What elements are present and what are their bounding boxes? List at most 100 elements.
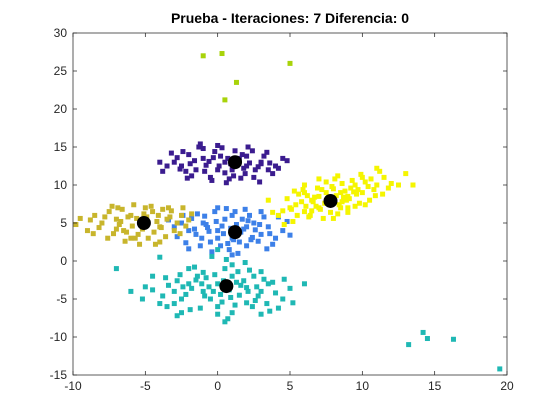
data-point <box>200 53 206 59</box>
data-point <box>244 300 250 306</box>
data-point <box>177 166 183 172</box>
data-point <box>160 293 166 299</box>
data-point <box>174 278 180 284</box>
data-point <box>255 293 261 299</box>
data-point <box>203 162 209 168</box>
data-point <box>290 300 296 306</box>
data-point <box>314 185 320 191</box>
data-point <box>420 329 426 335</box>
data-point <box>251 273 257 279</box>
data-point <box>339 180 345 186</box>
data-point <box>309 208 315 214</box>
data-point <box>218 243 224 249</box>
data-point <box>200 269 206 275</box>
data-point <box>255 164 261 170</box>
data-point <box>242 260 248 266</box>
data-point <box>180 284 186 290</box>
data-point <box>252 227 258 233</box>
data-point <box>229 167 235 173</box>
data-point <box>132 235 138 241</box>
data-point <box>216 163 222 169</box>
data-point <box>300 187 306 193</box>
data-point <box>207 296 213 302</box>
data-point <box>273 163 279 169</box>
data-point <box>336 202 342 208</box>
series-7 <box>406 329 503 372</box>
data-point <box>264 149 270 155</box>
data-point <box>219 51 225 57</box>
data-point <box>183 223 189 229</box>
data-point <box>371 187 377 193</box>
data-point <box>257 222 263 228</box>
data-point <box>186 217 192 223</box>
data-point <box>284 158 290 164</box>
data-point <box>388 180 394 186</box>
data-point <box>264 246 270 252</box>
data-point <box>246 267 252 273</box>
data-point <box>150 273 156 279</box>
data-point <box>189 211 195 217</box>
data-point <box>245 288 251 294</box>
data-point <box>345 205 351 211</box>
x-tick-label: 20 <box>500 379 514 393</box>
data-point <box>367 197 373 203</box>
data-point <box>241 226 247 232</box>
data-point <box>265 281 271 287</box>
data-point <box>265 167 271 173</box>
data-point <box>177 231 183 237</box>
data-point <box>215 311 221 317</box>
data-point <box>168 150 174 156</box>
data-point <box>121 228 127 234</box>
data-point <box>77 215 83 221</box>
data-point <box>210 288 216 294</box>
data-point <box>184 175 190 181</box>
data-point <box>128 212 134 218</box>
data-point <box>284 218 290 224</box>
data-point <box>258 311 264 317</box>
data-point <box>267 308 273 314</box>
data-point <box>270 241 276 247</box>
data-point <box>236 239 242 245</box>
data-point <box>291 188 297 194</box>
data-point <box>206 158 212 164</box>
data-point <box>180 205 186 211</box>
data-point <box>179 163 184 169</box>
data-point <box>215 235 221 241</box>
data-point <box>84 228 90 234</box>
data-point <box>410 182 416 188</box>
data-point <box>115 205 121 211</box>
data-point <box>270 209 276 215</box>
data-point <box>200 220 206 226</box>
data-point <box>239 216 245 222</box>
data-point <box>163 275 169 281</box>
data-point <box>365 184 371 190</box>
data-point <box>106 209 112 215</box>
data-point <box>281 276 287 282</box>
data-point <box>200 155 206 161</box>
data-point <box>233 79 239 85</box>
data-point <box>236 292 242 298</box>
data-point <box>265 197 271 203</box>
data-point <box>226 176 232 182</box>
y-tick-label: -5 <box>56 292 67 306</box>
data-point <box>346 196 352 202</box>
data-point <box>323 179 329 185</box>
centroid-marker <box>228 155 243 170</box>
data-point <box>174 313 180 319</box>
data-point <box>281 222 287 228</box>
data-point <box>231 237 237 243</box>
data-point <box>232 302 238 308</box>
data-point <box>306 214 312 220</box>
data-point <box>270 171 276 177</box>
data-point <box>212 149 218 155</box>
data-point <box>312 194 318 200</box>
data-point <box>179 310 184 316</box>
data-point <box>374 165 380 171</box>
data-point <box>142 205 148 211</box>
data-point <box>335 173 341 179</box>
data-point <box>137 241 143 247</box>
series-4 <box>73 202 195 247</box>
data-point <box>180 149 186 155</box>
data-point <box>160 168 166 174</box>
